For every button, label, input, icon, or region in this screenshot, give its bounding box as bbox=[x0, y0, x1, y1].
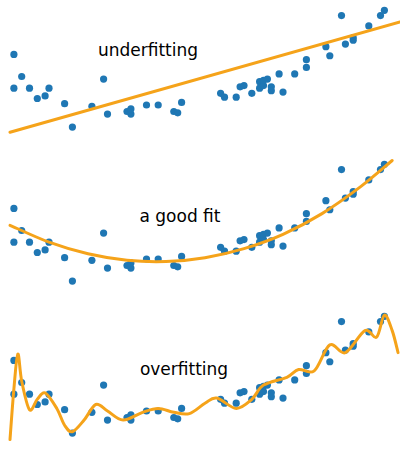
data-point bbox=[88, 257, 95, 264]
data-point bbox=[178, 99, 185, 106]
data-point bbox=[34, 95, 41, 102]
data-point bbox=[303, 362, 310, 369]
figure: underfitting a good fit overfitting bbox=[0, 0, 404, 449]
fit-curve bbox=[10, 22, 400, 132]
data-point bbox=[10, 51, 17, 58]
panel: a good fit bbox=[10, 160, 392, 284]
data-point bbox=[240, 236, 247, 243]
data-point bbox=[276, 224, 283, 231]
data-point bbox=[303, 64, 310, 71]
data-point bbox=[338, 12, 345, 19]
data-point bbox=[268, 87, 275, 94]
plot-area bbox=[10, 7, 400, 132]
data-point bbox=[276, 70, 283, 77]
data-point bbox=[291, 70, 298, 77]
data-point bbox=[143, 101, 150, 108]
data-point bbox=[338, 318, 345, 325]
panel-label: overfitting bbox=[140, 359, 228, 379]
fit-curve bbox=[10, 315, 398, 440]
data-point bbox=[264, 75, 271, 82]
data-point bbox=[10, 239, 17, 246]
data-point bbox=[10, 85, 17, 92]
data-point bbox=[100, 229, 107, 236]
data-point bbox=[174, 415, 181, 422]
data-point bbox=[34, 249, 41, 256]
panel: overfitting bbox=[10, 313, 398, 440]
data-point bbox=[342, 40, 349, 47]
plot-area bbox=[10, 313, 398, 440]
data-point bbox=[279, 394, 286, 401]
data-point bbox=[104, 110, 111, 117]
data-point bbox=[303, 210, 310, 217]
data-point bbox=[42, 246, 49, 253]
data-point bbox=[61, 100, 68, 107]
data-point bbox=[45, 85, 52, 92]
data-point bbox=[42, 92, 49, 99]
data-point bbox=[26, 85, 33, 92]
data-point bbox=[322, 197, 329, 204]
data-point bbox=[326, 358, 333, 365]
data-point bbox=[61, 406, 68, 413]
data-point bbox=[155, 101, 162, 108]
data-point bbox=[303, 56, 310, 63]
fit-curve bbox=[10, 160, 392, 261]
data-point bbox=[174, 263, 181, 270]
data-point bbox=[248, 90, 255, 97]
data-point bbox=[10, 205, 17, 212]
data-point bbox=[326, 52, 333, 59]
data-point bbox=[268, 241, 275, 248]
panel-label: a good fit bbox=[140, 206, 221, 226]
panel: underfitting bbox=[10, 7, 400, 132]
data-point bbox=[233, 400, 240, 407]
data-point bbox=[104, 264, 111, 271]
data-point bbox=[100, 75, 107, 82]
data-point bbox=[338, 166, 345, 173]
data-point bbox=[61, 254, 68, 261]
data-point bbox=[26, 239, 33, 246]
data-point bbox=[264, 229, 271, 236]
data-point bbox=[104, 416, 111, 423]
data-point bbox=[100, 381, 107, 388]
data-point bbox=[268, 393, 275, 400]
data-point bbox=[174, 109, 181, 116]
chart-root: underfitting a good fit overfitting bbox=[0, 0, 404, 449]
data-point bbox=[279, 88, 286, 95]
data-point bbox=[127, 105, 134, 112]
plot-area bbox=[10, 160, 392, 284]
data-point bbox=[42, 398, 49, 405]
data-point bbox=[365, 22, 372, 29]
data-point bbox=[178, 405, 185, 412]
data-point bbox=[221, 94, 228, 101]
data-point bbox=[240, 388, 247, 395]
data-point bbox=[18, 73, 25, 80]
data-point bbox=[233, 94, 240, 101]
data-point bbox=[381, 7, 388, 14]
panel-label: underfitting bbox=[98, 40, 198, 60]
data-point bbox=[291, 376, 298, 383]
data-point bbox=[69, 123, 76, 130]
data-point bbox=[240, 82, 247, 89]
data-point bbox=[69, 277, 76, 284]
data-point bbox=[26, 391, 33, 398]
data-point bbox=[279, 242, 286, 249]
